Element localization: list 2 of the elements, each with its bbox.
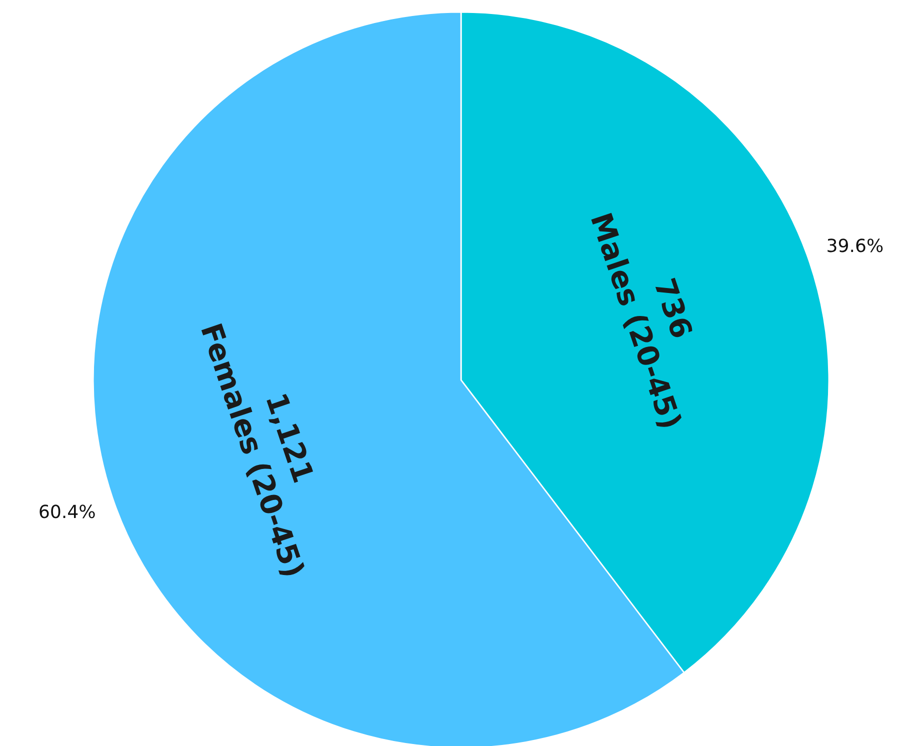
text: 60.4% bbox=[40, 504, 95, 518]
text: 39.6% bbox=[828, 238, 883, 252]
